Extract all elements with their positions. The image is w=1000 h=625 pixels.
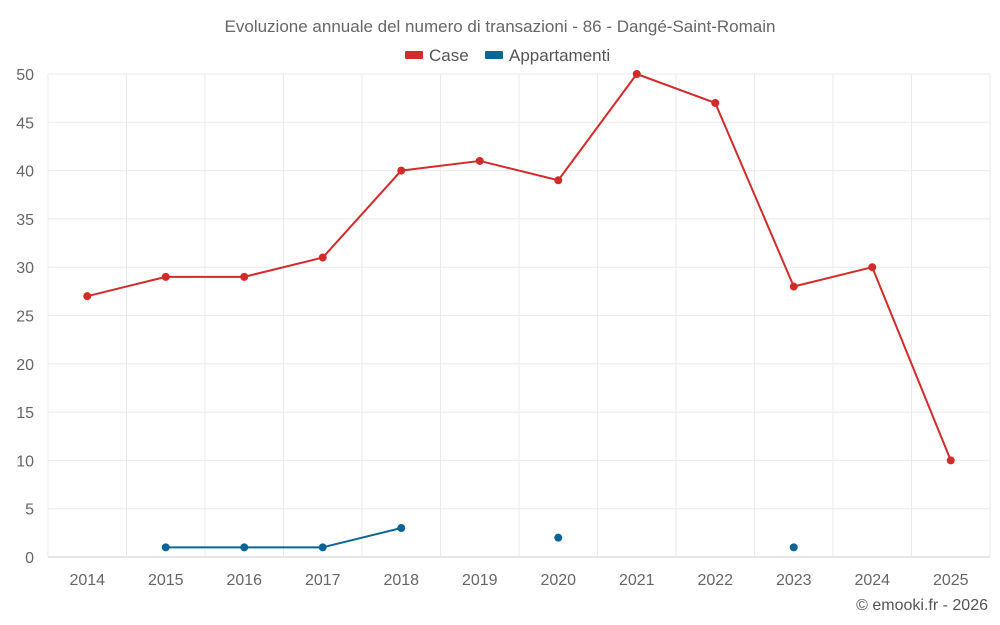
legend-swatch xyxy=(405,51,423,59)
series-case xyxy=(83,70,955,465)
data-point[interactable] xyxy=(240,272,249,281)
legend-label: Appartamenti xyxy=(509,46,610,65)
legend-label: Case xyxy=(429,46,469,65)
x-tick-label: 2024 xyxy=(854,572,890,589)
series-line xyxy=(165,527,402,549)
data-point[interactable] xyxy=(475,156,484,165)
data-point[interactable] xyxy=(554,176,563,185)
series-line xyxy=(87,73,952,461)
x-tick-label: 2025 xyxy=(933,572,969,589)
y-tick-label: 40 xyxy=(16,164,34,181)
data-point[interactable] xyxy=(83,292,92,301)
x-axis: 2014 2015 2016 2017 2018 2019 2020 2021 2022 2023… xyxy=(69,572,968,589)
data-point[interactable] xyxy=(789,282,798,291)
y-tick-label: 50 xyxy=(16,67,34,84)
x-tick-label: 2014 xyxy=(69,572,105,589)
y-tick-label: 20 xyxy=(16,357,34,374)
grid xyxy=(47,73,991,558)
x-tick-label: 2015 xyxy=(148,572,184,589)
x-tick-label: 2019 xyxy=(462,572,498,589)
chart-title: Evoluzione annuale del numero di transaz… xyxy=(225,17,776,36)
x-tick-label: 2018 xyxy=(383,572,419,589)
y-tick-label: 10 xyxy=(16,453,34,470)
data-point[interactable] xyxy=(397,166,406,175)
y-tick-label: 5 xyxy=(25,502,34,519)
data-point[interactable] xyxy=(711,98,720,107)
x-tick-label: 2017 xyxy=(305,572,341,589)
y-tick-label: 30 xyxy=(16,260,34,277)
series xyxy=(83,70,955,552)
x-tick-label: 2023 xyxy=(776,572,812,589)
x-tick-label: 2016 xyxy=(226,572,262,589)
legend: Case Appartamenti xyxy=(405,46,610,65)
x-tick-label: 2020 xyxy=(540,572,576,589)
y-axis: 0 5 10 15 20 25 30 35 40 45 50 xyxy=(16,67,34,567)
x-tick-label: 2021 xyxy=(619,572,655,589)
x-tick-label: 2022 xyxy=(697,572,733,589)
data-point[interactable] xyxy=(161,272,170,281)
data-point[interactable] xyxy=(240,543,249,552)
data-point[interactable] xyxy=(161,543,170,552)
data-point[interactable] xyxy=(554,533,563,542)
y-tick-label: 45 xyxy=(16,115,34,132)
data-point[interactable] xyxy=(789,543,798,552)
data-point[interactable] xyxy=(318,253,327,262)
credit-text: © emooki.fr - 2026 xyxy=(856,597,988,614)
y-tick-label: 15 xyxy=(16,405,34,422)
legend-swatch xyxy=(485,51,503,59)
y-tick-label: 35 xyxy=(16,212,34,229)
data-point[interactable] xyxy=(397,524,406,533)
data-point[interactable] xyxy=(868,263,877,272)
y-tick-label: 25 xyxy=(16,309,34,326)
series-appartamenti xyxy=(161,524,798,552)
data-point[interactable] xyxy=(946,456,955,465)
y-tick-label: 0 xyxy=(25,550,34,567)
data-point[interactable] xyxy=(318,543,327,552)
data-point[interactable] xyxy=(632,70,641,78)
